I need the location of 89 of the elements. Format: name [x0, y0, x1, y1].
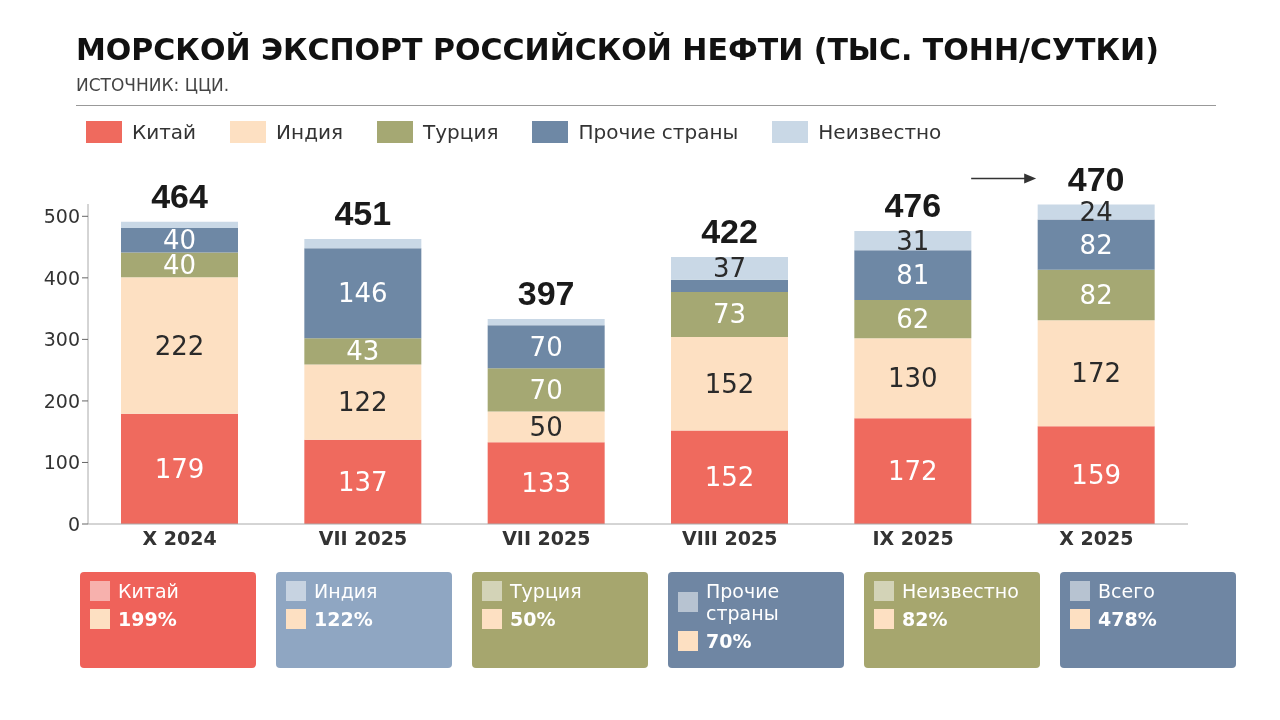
- bar: [304, 248, 422, 339]
- bar: [304, 239, 422, 249]
- data-label: 70: [529, 331, 563, 362]
- x-tick-label: X 2025: [1059, 527, 1134, 550]
- data-label: 122: [338, 387, 388, 418]
- text: Турция: [510, 580, 582, 602]
- legend-label: Китай: [132, 120, 197, 144]
- data-label: 172: [1071, 358, 1121, 389]
- x-tick-label: VIII 2025: [681, 527, 778, 550]
- x-tick-label: VII 2025: [502, 527, 591, 550]
- data-label: 81: [896, 260, 930, 291]
- y-tick-label: 500: [43, 205, 80, 228]
- bar: [487, 325, 605, 369]
- y-tick-label: 400: [43, 266, 80, 289]
- chart-title: МОРСКОЙ ЭКСПОРТ РОССИЙСКОЙ НЕФТИ (ТЫС. ТОНН/СУТКИ): [76, 31, 1160, 67]
- text: 82%: [902, 608, 948, 630]
- data-label: 40: [162, 249, 197, 280]
- data-label: 70: [529, 374, 563, 405]
- x-tick-label: X 2024: [142, 527, 217, 550]
- y-tick-label: 100: [43, 451, 80, 474]
- legend-label: Прочие страны: [578, 120, 739, 144]
- text: Неизвестно: [902, 580, 1019, 602]
- data-label: 179: [154, 453, 205, 484]
- bar: [304, 439, 422, 524]
- data-label: 152: [704, 368, 755, 399]
- text: 470: [1067, 159, 1125, 198]
- bar: [854, 250, 972, 300]
- data-label: 222: [154, 330, 205, 361]
- bar: [1037, 219, 1155, 270]
- bar: [304, 338, 422, 365]
- text: Всего: [1098, 580, 1155, 602]
- data-label: 146: [338, 278, 388, 309]
- text: 70%: [706, 630, 752, 652]
- y-tick-label: 300: [43, 328, 80, 351]
- annotation: 422: [701, 211, 758, 250]
- data-label: 24: [1079, 197, 1113, 227]
- data-label: 159: [1071, 460, 1121, 491]
- legend-label: Индия: [276, 120, 344, 144]
- bar: [671, 336, 788, 431]
- data-label: 31: [896, 225, 930, 256]
- annotation: 464: [151, 176, 208, 215]
- data-label: 82: [1079, 280, 1113, 311]
- data-label: 152: [704, 462, 755, 493]
- bar: [121, 221, 238, 228]
- bar: [854, 338, 972, 419]
- data-label: 172: [888, 456, 938, 487]
- bar: [671, 279, 788, 292]
- bar: [671, 430, 788, 524]
- chart-subtitle: ИСТОЧНИК: ЦЦИ.: [76, 75, 1216, 106]
- data-label: 50: [529, 411, 563, 442]
- bar: [487, 411, 605, 443]
- text: Китай: [118, 580, 179, 602]
- data-label: 62: [896, 304, 930, 335]
- text: 478%: [1098, 608, 1157, 630]
- bar: [121, 413, 238, 524]
- annotation: 397: [517, 274, 575, 313]
- bar: [1037, 269, 1155, 321]
- data-label: 73: [712, 299, 747, 330]
- x-tick-label: VII 2025: [318, 527, 408, 550]
- annotation: 451: [334, 194, 392, 233]
- data-label: 43: [346, 336, 380, 367]
- bar: [854, 300, 972, 339]
- text: Прочие страны: [706, 580, 781, 624]
- bar: [1037, 426, 1155, 524]
- legend-label: Турция: [423, 120, 499, 144]
- data-label: 82: [1079, 229, 1113, 260]
- bar: [854, 418, 972, 524]
- y-tick-label: 0: [67, 512, 80, 535]
- annotation: 476: [884, 186, 942, 225]
- text: 122%: [314, 608, 373, 630]
- data-label: 130: [888, 363, 938, 394]
- bar: [487, 442, 605, 524]
- data-label: 133: [521, 468, 571, 499]
- y-tick-label: 200: [43, 389, 80, 412]
- bar: [671, 256, 788, 280]
- bar: [671, 292, 788, 337]
- x-tick-label: IX 2025: [872, 527, 954, 550]
- bar: [121, 228, 238, 253]
- bar: [1037, 320, 1155, 427]
- bar: [304, 364, 422, 440]
- legend-label: Неизвестно: [818, 120, 942, 144]
- text: 50%: [510, 608, 556, 630]
- data-label: 37: [712, 253, 747, 284]
- bar: [121, 277, 238, 414]
- text: Индия: [314, 580, 378, 602]
- bar: [487, 319, 605, 326]
- data-label: 137: [338, 466, 388, 497]
- text: 199%: [118, 608, 177, 630]
- bar: [487, 368, 605, 412]
